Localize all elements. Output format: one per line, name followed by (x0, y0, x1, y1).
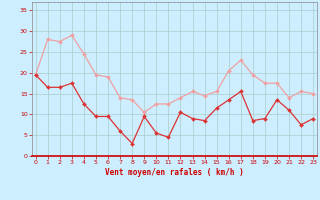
X-axis label: Vent moyen/en rafales ( km/h ): Vent moyen/en rafales ( km/h ) (105, 168, 244, 177)
